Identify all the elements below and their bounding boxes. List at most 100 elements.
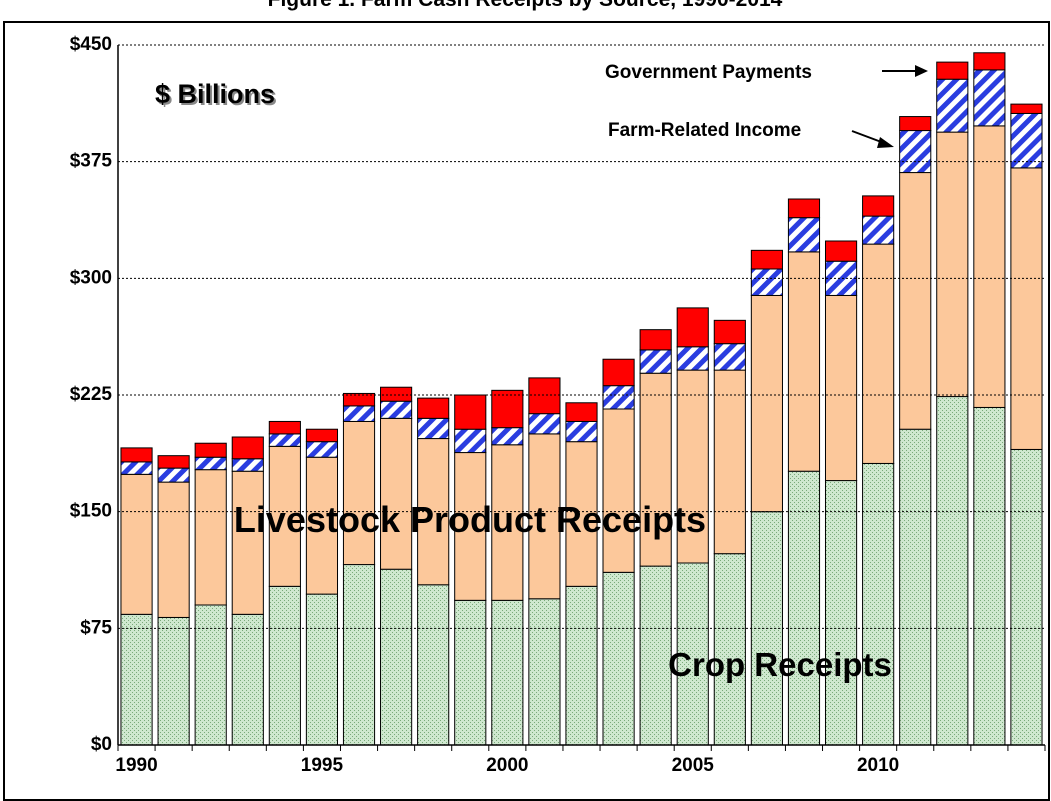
y-tick-label: $150 xyxy=(70,501,112,522)
bar-segment xyxy=(194,604,227,746)
bar-segment xyxy=(676,369,709,564)
bar-segment xyxy=(454,599,487,746)
bar-segment xyxy=(602,358,635,387)
x-tick-label: 2005 xyxy=(672,755,715,776)
bar-segment xyxy=(491,389,524,429)
bar-segment xyxy=(824,480,858,746)
bar-segment xyxy=(787,251,821,472)
bar-segment xyxy=(120,447,153,463)
bar-segment xyxy=(787,470,821,746)
bar-segment xyxy=(936,78,969,133)
annotation-crop: Crop Receipts xyxy=(668,646,892,683)
bar-segment xyxy=(750,268,783,296)
arrow-head xyxy=(877,137,894,148)
bar-segment xyxy=(305,441,339,458)
bar-segment xyxy=(1010,103,1043,114)
bar-segment xyxy=(565,441,598,587)
annotation-government: Government Payments xyxy=(605,62,812,83)
bar-segment xyxy=(713,319,746,345)
bar-segment xyxy=(639,372,672,567)
bar-segment xyxy=(157,481,190,618)
annotation-farm-related: Farm-Related Income xyxy=(608,120,801,141)
bar-segment xyxy=(305,428,339,443)
bar-segment xyxy=(973,406,1006,746)
bar-segment xyxy=(342,564,376,746)
bar-segment xyxy=(120,461,153,475)
bar-segment xyxy=(602,385,635,410)
bar-segment xyxy=(194,469,227,606)
arrow-head xyxy=(915,65,928,77)
bar-segment xyxy=(231,436,264,460)
bar-segment xyxy=(491,427,524,446)
bar-segment xyxy=(120,473,153,615)
bar-segment xyxy=(454,452,487,601)
unit-label: $ Billions xyxy=(155,79,275,109)
bars xyxy=(120,52,1043,746)
bar-segment xyxy=(602,408,635,573)
bar-segment xyxy=(862,195,895,217)
bar-segment xyxy=(565,402,598,422)
bar-segment xyxy=(268,420,301,435)
bar-segment xyxy=(305,593,339,746)
bar-segment xyxy=(639,329,672,351)
bar-segment xyxy=(862,215,895,245)
bar-segment xyxy=(454,394,487,430)
chart-frame xyxy=(3,21,1050,801)
bar-segment xyxy=(342,420,376,566)
annotation-livestock: Livestock Product Receipts xyxy=(234,499,706,540)
bar-segment xyxy=(417,417,450,440)
bar-segment xyxy=(973,125,1006,408)
bar-segment xyxy=(639,349,672,374)
bar-segment xyxy=(342,405,376,422)
x-tick-label: 2000 xyxy=(486,755,528,776)
bar-segment xyxy=(380,386,413,402)
bar-segment xyxy=(268,445,301,587)
y-tick-label: $450 xyxy=(70,34,112,55)
bar-segment xyxy=(973,69,1006,127)
bar-segment xyxy=(157,616,190,746)
y-tick-label: $375 xyxy=(70,151,113,172)
y-tick-label: $300 xyxy=(70,267,112,288)
bar-segment xyxy=(862,243,895,464)
bar-segment xyxy=(713,553,746,746)
bar-segment xyxy=(528,377,561,415)
bar-segment xyxy=(417,584,450,746)
bar-segment xyxy=(120,613,153,746)
bar-segment xyxy=(973,52,1006,71)
bar-segment xyxy=(417,397,450,419)
bar-segment xyxy=(380,400,413,419)
y-tick-label: $225 xyxy=(70,384,113,405)
bar-segment xyxy=(936,396,969,746)
bar-segment xyxy=(676,346,709,371)
bar-segment xyxy=(565,585,598,746)
bar-segment xyxy=(528,413,561,435)
bar-segment xyxy=(824,294,858,482)
bar-segment xyxy=(268,433,301,447)
bar-segment xyxy=(713,369,746,555)
bar-segment xyxy=(602,571,635,746)
bar-segment xyxy=(231,458,264,472)
bar-segment xyxy=(194,456,227,471)
y-tick-label: $0 xyxy=(91,734,112,755)
bar-segment xyxy=(491,444,524,601)
bar-segment xyxy=(454,428,487,454)
bar-segment xyxy=(750,249,783,270)
bar-segment xyxy=(787,217,821,253)
bar-segment xyxy=(639,565,672,746)
bar-segment xyxy=(1010,448,1043,746)
bar-segment xyxy=(491,599,524,746)
bar-segment xyxy=(231,470,264,615)
bar-segment xyxy=(862,462,895,746)
bar-segment xyxy=(1010,112,1043,169)
bar-segment xyxy=(676,307,709,348)
bar-segment xyxy=(750,294,783,513)
arrow-line xyxy=(851,130,885,144)
bar-segment xyxy=(268,585,301,746)
bar-segment xyxy=(899,130,932,174)
bar-segment xyxy=(565,420,598,443)
bar-segment xyxy=(713,343,746,371)
unit-label-shadow: $ Billions xyxy=(157,81,277,111)
annotations: Government Payments Farm-Related Income … xyxy=(234,62,928,683)
bar-segment xyxy=(787,198,821,219)
